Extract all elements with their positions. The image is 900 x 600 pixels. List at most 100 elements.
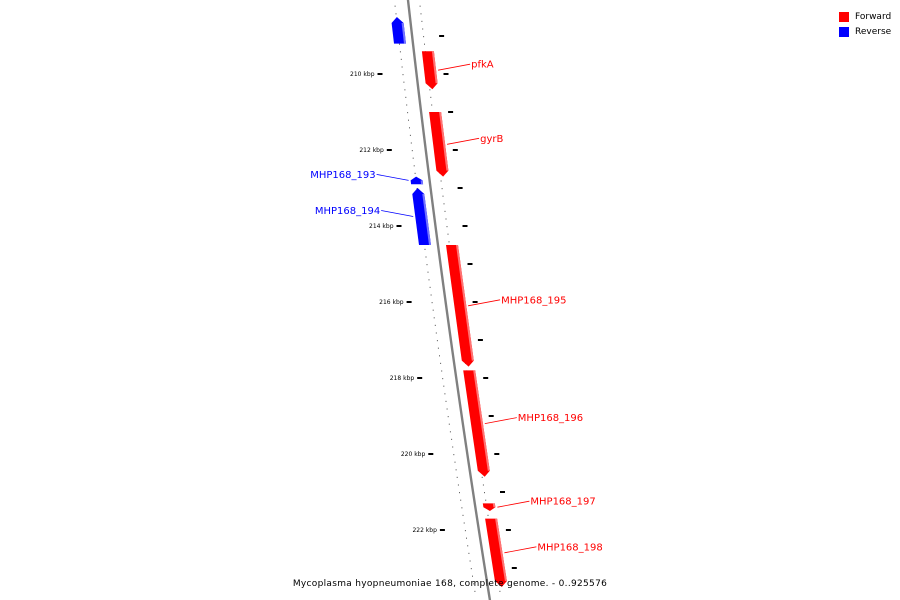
gene-label-leader	[484, 417, 517, 424]
kbp-dash	[443, 73, 449, 75]
minor-tick-dot	[447, 233, 449, 235]
minor-tick-dot	[440, 362, 442, 364]
minor-tick-dot	[473, 583, 475, 585]
kbp-dash	[488, 415, 494, 417]
kbp-dash	[483, 377, 489, 379]
gene-highlight	[495, 518, 507, 581]
minor-tick-dot	[444, 210, 446, 212]
minor-tick-dot	[452, 446, 454, 448]
tick-label: 218 kbp	[390, 375, 415, 382]
minor-tick-dot	[448, 241, 450, 243]
minor-tick-dot	[448, 423, 450, 425]
gene-label-leader	[438, 63, 471, 71]
tick-label: 216 kbp	[379, 299, 404, 306]
minor-tick-dot	[428, 279, 430, 281]
minor-tick-dot	[424, 248, 426, 250]
minor-tick-dot	[409, 134, 411, 136]
minor-tick-dot	[459, 492, 460, 494]
minor-tick-dot	[433, 317, 435, 319]
minor-tick-dot	[482, 484, 484, 486]
minor-tick-dot	[419, 5, 421, 7]
gene-body	[429, 112, 449, 177]
gene-highlight	[431, 51, 438, 84]
minor-tick-dot	[407, 112, 409, 114]
minor-tick-dot	[394, 5, 396, 7]
minor-tick-dot	[442, 195, 444, 197]
minor-tick-dot	[395, 13, 397, 15]
minor-tick-dot	[481, 476, 483, 478]
kbp-dash	[511, 567, 517, 569]
gene-label: MHP168_198	[537, 542, 602, 553]
major-tick	[386, 149, 392, 151]
minor-tick-dot	[413, 165, 415, 167]
minor-tick-dot	[454, 461, 456, 463]
minor-tick-dot	[403, 81, 405, 83]
gene-body	[482, 503, 496, 511]
minor-tick-dot	[411, 150, 413, 152]
minor-tick-dot	[443, 203, 445, 205]
minor-tick-dot	[429, 286, 431, 288]
legend: Forward Reverse	[839, 9, 891, 39]
minor-tick-dot	[441, 188, 443, 190]
minor-tick-dot	[414, 172, 416, 174]
major-tick	[428, 453, 434, 455]
minor-tick-dot	[427, 271, 429, 273]
minor-tick-dot	[484, 492, 485, 494]
gene-label-leader	[376, 174, 409, 181]
major-tick	[417, 377, 423, 379]
gene-highlight	[422, 194, 431, 245]
minor-tick-dot	[461, 507, 463, 509]
gene-prev	[391, 17, 406, 44]
gene-label-leader	[504, 546, 537, 554]
minor-tick-dot	[434, 324, 436, 326]
reverse-swatch	[839, 26, 849, 37]
minor-tick-dot	[460, 499, 462, 501]
minor-tick-dot	[485, 499, 487, 501]
kbp-dash	[439, 35, 445, 37]
minor-tick-dot	[456, 476, 458, 478]
kbp-dash	[448, 111, 454, 113]
gene-body	[485, 518, 507, 587]
minor-tick-dot	[455, 469, 457, 471]
tick-label: 220 kbp	[401, 451, 426, 458]
legend-label-forward: Forward	[855, 11, 892, 22]
minor-tick-dot	[432, 309, 434, 311]
minor-tick-dot	[447, 416, 449, 418]
gene-label-leader	[447, 137, 480, 145]
minor-tick-dot	[470, 568, 472, 570]
minor-tick-dot	[429, 89, 431, 91]
gene-MHP168_193	[410, 176, 424, 185]
minor-tick-dot	[426, 264, 428, 266]
minor-tick-dot	[420, 13, 422, 15]
minor-tick-dot	[412, 157, 414, 159]
minor-tick-dot	[422, 28, 424, 30]
major-tick	[377, 73, 383, 75]
minor-tick-dot	[472, 575, 473, 577]
gene-label: MHP168_193	[310, 170, 375, 181]
legend-label-reverse: Reverse	[855, 26, 892, 37]
minor-tick-dot	[431, 302, 433, 304]
kbp-dash	[472, 301, 478, 303]
minor-tick-dot	[431, 104, 433, 106]
minor-tick-dot	[439, 355, 440, 357]
gene-highlight	[439, 112, 449, 171]
gene-highlight	[420, 180, 424, 185]
minor-tick-dot	[468, 552, 470, 554]
minor-tick-dot	[441, 370, 443, 372]
minor-tick-dot	[421, 20, 423, 22]
minor-tick-dot	[469, 560, 471, 562]
minor-tick-dot	[449, 431, 451, 433]
minor-tick-dot	[443, 385, 445, 387]
gene-label-leader	[381, 210, 414, 217]
genome-caption: Mycoplasma hyopneumoniae 168, complete g…	[292, 579, 608, 589]
minor-tick-dot	[405, 96, 407, 98]
tick-label: 222 kbp	[412, 527, 437, 534]
minor-tick-dot	[474, 590, 476, 592]
minor-tick-dot	[401, 66, 403, 68]
minor-tick-dot	[400, 58, 402, 60]
major-tick	[396, 225, 402, 227]
minor-tick-dot	[424, 43, 425, 45]
minor-tick-dot	[451, 438, 453, 440]
tick-label: 210 kbp	[350, 71, 375, 78]
